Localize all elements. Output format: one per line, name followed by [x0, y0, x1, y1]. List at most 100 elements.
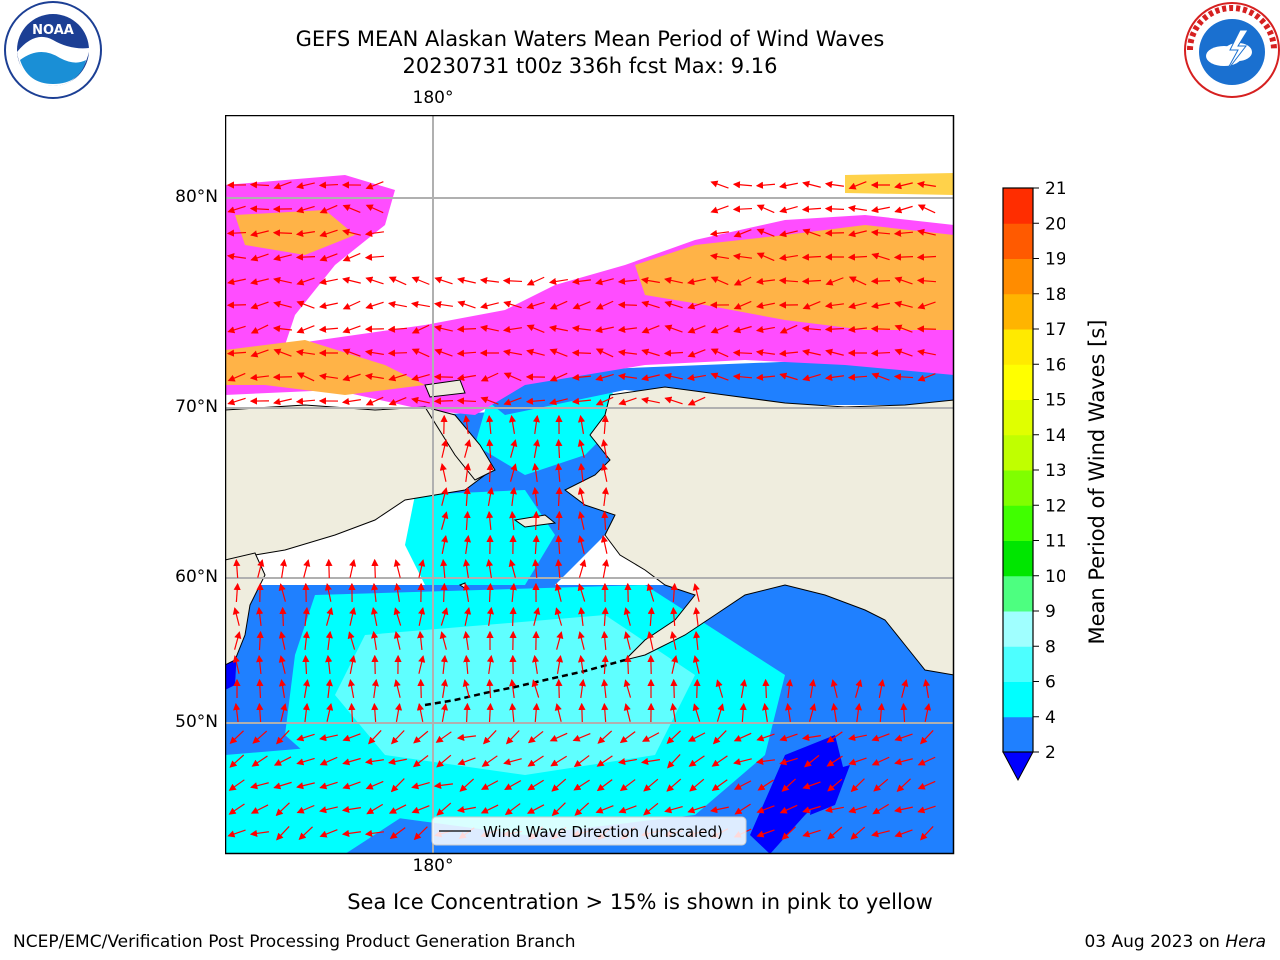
wind-wave-arrow [574, 802, 590, 816]
wind-wave-arrow [503, 372, 522, 382]
wind-wave-arrow [848, 181, 867, 190]
wind-wave-arrow [555, 510, 563, 531]
wind-wave-arrow [349, 607, 357, 626]
wind-wave-arrow [505, 730, 520, 745]
colorbar-tick-label: 6 [1045, 673, 1056, 693]
wind-wave-arrow [894, 300, 913, 308]
wind-wave-arrow [319, 253, 338, 262]
wind-wave-arrow [388, 804, 407, 814]
land-wrangel [424, 379, 466, 398]
wind-wave-arrow [901, 679, 909, 698]
lon-label-bottom: 180° [412, 856, 454, 876]
wind-wave-arrow [687, 805, 706, 814]
wind-wave-arrow [371, 558, 379, 579]
wind-wave-arrow [278, 678, 287, 698]
wind-wave-arrow [416, 702, 424, 722]
wind-wave-arrow [548, 277, 568, 286]
colorbar-tick-label: 2 [1045, 743, 1056, 763]
wind-wave-arrow [365, 204, 384, 214]
wind-wave-arrow [871, 756, 890, 766]
sea-ice-note: Sea Ice Concentration > 15% is shown in … [0, 890, 1280, 914]
wind-wave-arrow [531, 654, 540, 674]
wind-wave-arrow [233, 582, 241, 603]
wind-wave-arrow [556, 631, 564, 650]
wind-wave-arrow [342, 733, 361, 742]
wind-wave-arrow [670, 582, 678, 603]
colorbar-tick-label: 19 [1045, 250, 1065, 270]
wind-wave-arrow [411, 396, 430, 404]
wind-wave-arrow [894, 806, 913, 814]
wind-wave-arrow [273, 181, 292, 190]
wind-wave-arrow [756, 228, 775, 237]
wind-wave-arrow [577, 583, 586, 602]
wind-wave-arrow [640, 757, 660, 766]
wind-wave-arrow [532, 510, 540, 531]
wind-wave-arrow [571, 349, 592, 357]
wind-wave-arrow [456, 806, 476, 814]
wind-wave-arrow [436, 754, 452, 768]
colorbar-segment [1003, 434, 1033, 471]
wind-wave-arrow [273, 398, 292, 406]
wind-wave-arrow [342, 228, 361, 236]
wind-wave-arrow [370, 630, 379, 650]
wind-wave-arrow [533, 438, 541, 458]
wind-wave-arrow [641, 325, 660, 334]
colorbar-under-triangle [1002, 751, 1034, 782]
wind-wave-arrow [917, 228, 936, 236]
wind-wave-arrow [871, 830, 890, 838]
wind-wave-arrow [600, 463, 608, 482]
wind-wave-arrow [687, 301, 706, 310]
wind-wave-arrow [710, 180, 729, 189]
wind-wave-arrow [733, 732, 752, 742]
footer-date: 03 Aug 2023 on Hera [1084, 932, 1266, 952]
wind-wave-arrow [573, 779, 590, 791]
wind-wave-arrow [250, 804, 269, 814]
wind-wave-arrow [440, 702, 449, 722]
wind-wave-arrow [342, 252, 361, 262]
wind-wave-arrow [555, 558, 563, 579]
wind-wave-arrow [641, 300, 660, 309]
wind-wave-arrow [779, 324, 798, 334]
wind-wave-arrow [623, 679, 632, 698]
wind-wave-arrow [325, 630, 333, 651]
wind-wave-arrow [463, 462, 471, 482]
wind-wave-arrow [482, 730, 497, 745]
wind-wave-arrow [226, 349, 247, 357]
wind-wave-arrow [924, 703, 932, 722]
wind-wave-arrow [756, 252, 775, 262]
wind-wave-arrow [848, 302, 867, 310]
wind-wave-arrow [480, 302, 499, 310]
sea-ice-note-text: Sea Ice Concentration > 15% is shown in … [347, 890, 933, 914]
wind-wave-arrow [667, 754, 681, 769]
wind-wave-arrow [669, 631, 677, 650]
wind-wave-arrow [413, 730, 429, 744]
wind-wave-arrow [365, 780, 384, 790]
lat-label-70: 70°N [175, 397, 218, 417]
wind-wave-arrow [318, 373, 338, 381]
wind-wave-arrow [418, 607, 426, 626]
wind-wave-arrow [664, 276, 683, 284]
wind-wave-arrow [733, 276, 752, 286]
wind-wave-arrow [893, 253, 914, 261]
wind-wave-arrow [824, 205, 845, 213]
colorbar-segment [1003, 258, 1033, 295]
wind-wave-arrow [502, 348, 522, 356]
wind-wave-arrow [827, 778, 843, 792]
wind-wave-arrow [250, 324, 269, 334]
wind-wave-arrow [641, 396, 660, 404]
wind-wave-arrow [710, 276, 729, 286]
wind-wave-arrow [319, 781, 338, 790]
wind-wave-arrow [481, 755, 498, 767]
wind-wave-arrow [664, 300, 683, 309]
arrow-legend-label: Wind Wave Direction (unscaled) [483, 823, 723, 841]
colorbar-segment [1003, 223, 1033, 259]
wind-wave-arrow [296, 277, 315, 286]
wind-wave-arrow [601, 654, 609, 675]
wind-wave-arrow [226, 253, 246, 261]
wind-wave-arrow [439, 631, 447, 650]
wind-wave-arrow [733, 300, 752, 310]
wind-wave-arrow [802, 180, 821, 188]
wind-wave-arrow [364, 829, 385, 837]
wind-wave-arrow [302, 630, 310, 651]
wind-wave-arrow [296, 733, 315, 742]
